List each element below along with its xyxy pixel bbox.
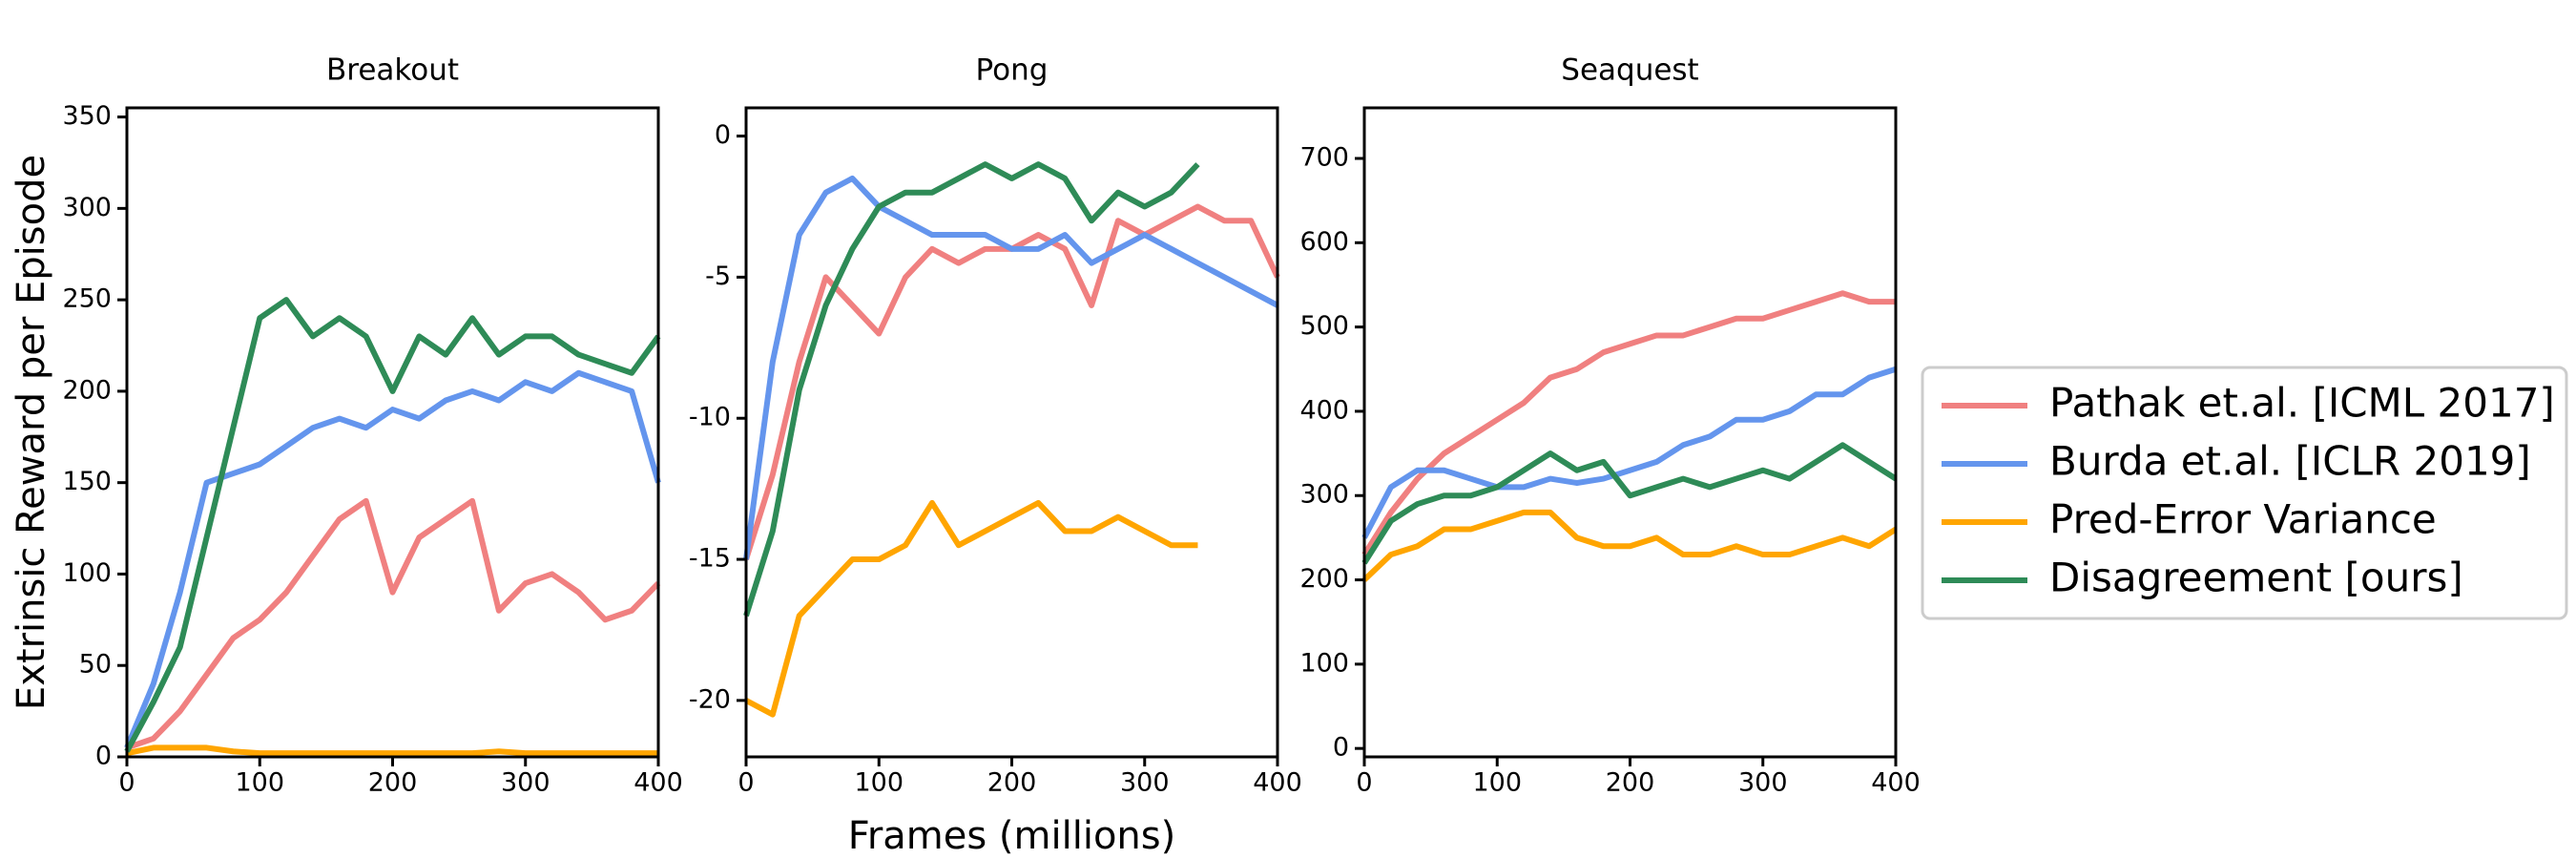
x-tick-label: 300 [501,768,551,798]
x-tick-label: 300 [1120,768,1170,798]
y-tick-label: 150 [62,467,112,496]
y-tick-label: 300 [62,193,112,222]
legend-label: Disagreement [ours] [2049,555,2463,601]
y-tick-label: 0 [95,742,112,771]
y-tick-label: -15 [689,544,731,574]
y-tick-label: 100 [1299,648,1349,678]
series-line [124,369,661,749]
x-axis-label: Frames (millions) [848,814,1175,858]
axes-frame [125,106,660,759]
legend-label: Pathak et.al. [ICML 2017] [2049,380,2555,427]
axes-frame [1362,106,1898,759]
series-line [743,161,1200,618]
y-tick-label: 600 [1299,227,1349,257]
series-line [743,175,1279,560]
series-line [744,499,1198,718]
y-tick-label: 0 [715,120,731,150]
x-tick-label: 100 [235,768,284,798]
y-tick-label: 500 [1299,311,1349,341]
y-tick-label: 200 [62,375,112,405]
y-tick-label: 0 [1333,733,1349,763]
legend-box [1921,366,2568,620]
series-line [124,297,661,753]
y-tick-label: 100 [62,558,112,588]
x-tick-label: 200 [368,768,418,798]
y-tick-label: 350 [62,101,112,131]
y-tick-label: -20 [689,684,731,714]
x-tick-label: 100 [1472,768,1522,798]
series-line [1361,442,1898,565]
x-tick-label: 400 [1871,768,1921,798]
legend-label: Pred-Error Variance [2049,496,2437,543]
x-tick-label: 400 [1253,768,1302,798]
series-line [1361,509,1898,582]
x-tick-label: 0 [1356,768,1372,798]
x-tick-label: 200 [1606,768,1655,798]
series-line [743,203,1280,560]
y-tick-label: 300 [1299,480,1349,510]
y-tick-label: 200 [1299,564,1349,594]
x-tick-label: 200 [987,768,1037,798]
y-tick-label: -5 [705,262,731,291]
y-tick-label: 700 [1299,142,1349,172]
y-tick-label: 50 [79,650,112,680]
y-tick-label: 400 [1299,395,1349,425]
series-line [126,744,658,757]
chart-title: Pong [976,53,1049,88]
x-tick-label: 400 [634,768,683,798]
series-line [1361,366,1897,539]
series-line [1361,290,1896,556]
y-axis-label: Extrinsic Reward per Episode [10,155,53,710]
legend-label: Burda et.al. [ICLR 2019] [2049,438,2531,485]
y-tick-label: -10 [689,403,731,432]
chart-title: Breakout [326,53,459,88]
x-tick-label: 0 [118,768,135,798]
x-tick-label: 100 [854,768,904,798]
series-line [126,497,661,751]
y-tick-label: 250 [62,284,112,314]
x-tick-label: 300 [1738,768,1788,798]
x-tick-label: 0 [737,768,754,798]
chart-title: Seaquest [1561,53,1698,88]
